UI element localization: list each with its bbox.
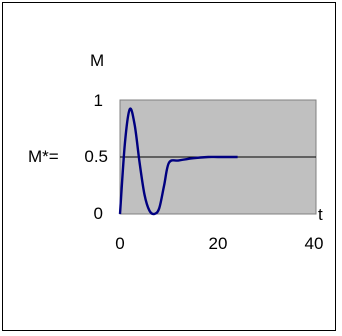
y-tick-label-bottom: 0 — [94, 204, 103, 223]
x-tick-label-40: 40 — [305, 234, 324, 253]
x-tick-label-20: 20 — [209, 234, 228, 253]
reference-line-label: M*= — [28, 147, 59, 166]
y-tick-label-top: 1 — [94, 91, 103, 110]
x-tick-label-0: 0 — [115, 234, 124, 253]
series-line-0 — [118, 107, 238, 216]
x-axis-title: t — [318, 205, 323, 224]
y-axis-title: M — [90, 51, 104, 70]
y-tick-label-mid: 0.5 — [84, 147, 108, 166]
